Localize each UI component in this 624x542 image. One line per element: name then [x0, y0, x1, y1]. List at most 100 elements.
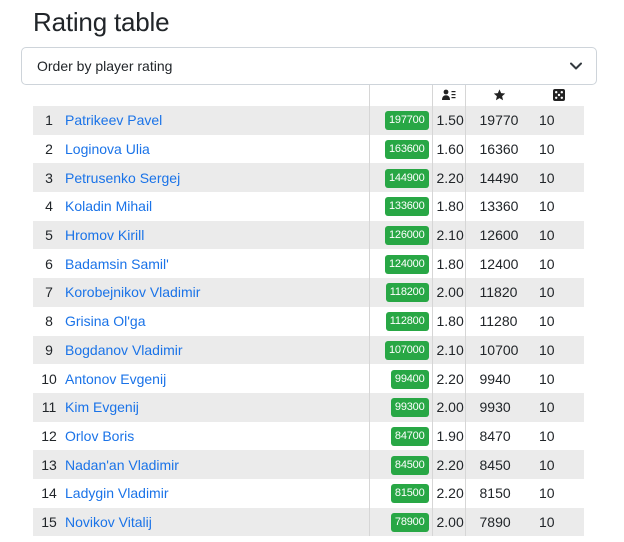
player-name-link[interactable]: Hromov Kirill — [65, 227, 145, 244]
player-name-link[interactable]: Nadan'an Vladimir — [65, 456, 179, 473]
table-row: 12 Orlov Boris 84700 1.90 8470 10 — [33, 421, 584, 451]
score-badge: 84500 — [390, 455, 429, 475]
score-badge: 163600 — [384, 140, 429, 160]
rating-cell: 13360 — [464, 192, 533, 221]
player-name-link[interactable]: Bogdanov Vladimir — [65, 341, 183, 358]
player-name-link[interactable]: Antonov Evgenij — [65, 370, 167, 387]
coefficient-cell: 1.80 — [431, 192, 465, 221]
rating-cell: 10700 — [464, 335, 533, 365]
rating-cell: 7890 — [464, 507, 533, 537]
name-cell: Badamsin Samil' — [65, 249, 369, 278]
header-rating[interactable] — [464, 85, 533, 106]
header-games[interactable] — [533, 85, 584, 106]
table-row: 13 Nadan'an Vladimir 84500 2.20 8450 10 — [33, 450, 584, 479]
score-cell: 124000 — [368, 249, 432, 279]
coefficient-cell: 1.90 — [431, 421, 465, 451]
name-cell: Kim Evgenij — [65, 392, 369, 422]
coefficient-cell: 1.60 — [431, 134, 465, 164]
rank-cell: 10 — [41, 370, 57, 387]
table-row: 15 Novikov Vitalij 78900 2.00 7890 10 — [33, 507, 584, 537]
rating-table: 1 Patrikeev Pavel 197700 1.50 19770 10 2 Logino… — [33, 85, 584, 537]
score-badge: 133600 — [384, 197, 429, 217]
coefficient-cell: 2.10 — [431, 220, 465, 250]
rank-cell: 3 — [33, 163, 65, 193]
score-cell: 107000 — [368, 335, 432, 365]
score-cell: 133600 — [368, 192, 432, 221]
name-cell: Bogdanov Vladimir — [65, 335, 369, 365]
rating-table-body: 1 Patrikeev Pavel 197700 1.50 19770 10 2 Logino… — [33, 106, 584, 537]
games-cell: 10 — [533, 106, 584, 135]
score-cell: 163600 — [368, 134, 432, 164]
table-row: 3 Petrusenko Sergej 144900 2.20 14490 10 — [33, 163, 584, 193]
rating-cell: 14490 — [464, 163, 533, 193]
rank-cell: 15 — [33, 507, 65, 537]
games-cell: 10 — [539, 485, 555, 502]
rating-cell: 9930 — [464, 392, 533, 422]
chevron-down-icon — [570, 60, 582, 72]
player-name-link[interactable]: Badamsin Samil' — [65, 255, 169, 272]
score-badge: 84700 — [390, 426, 429, 446]
score-badge: 118200 — [385, 283, 429, 303]
star-icon — [493, 88, 506, 104]
page-title: Rating table — [33, 7, 170, 37]
table-row: 5 Hromov Kirill 126000 2.10 12600 10 — [33, 220, 584, 250]
name-cell: Korobejnikov Vladimir — [65, 278, 369, 307]
player-name-link[interactable]: Koladin Mihail — [65, 198, 153, 215]
coefficient-cell: 1.80 — [431, 306, 465, 336]
games-cell: 10 — [533, 278, 584, 307]
games-cell: 10 — [533, 392, 584, 422]
table-row: 2 Loginova Ulia 163600 1.60 16360 10 — [33, 134, 584, 164]
name-cell: Patrikeev Pavel — [65, 106, 369, 135]
coefficient-cell: 2.20 — [431, 163, 465, 193]
score-cell: 99400 — [368, 364, 432, 393]
player-name-link[interactable]: Petrusenko Sergej — [65, 169, 181, 186]
header-name — [65, 85, 369, 106]
coefficient-cell: 2.20 — [431, 364, 465, 393]
rating-cell: 16360 — [464, 134, 533, 164]
score-cell: 197700 — [368, 106, 432, 135]
rating-cell: 8450 — [464, 450, 533, 479]
score-badge: 99300 — [390, 398, 429, 418]
player-name-link[interactable]: Novikov Vitalij — [65, 513, 152, 530]
name-cell: Petrusenko Sergej — [65, 163, 369, 193]
score-badge: 144900 — [384, 168, 429, 188]
player-name-link[interactable]: Grisina Ol'ga — [65, 313, 146, 330]
coefficient-cell: 2.00 — [431, 392, 465, 422]
coefficient-cell: 2.10 — [431, 335, 465, 365]
score-badge: 81500 — [390, 484, 429, 504]
player-name-link[interactable]: Patrikeev Pavel — [65, 112, 163, 129]
table-row: 4 Koladin Mihail 133600 1.80 13360 10 — [33, 192, 584, 221]
rank-cell: 11 — [33, 392, 65, 422]
name-cell: Orlov Boris — [65, 422, 369, 451]
rating-cell: 8150 — [464, 478, 533, 508]
rating-cell: 9940 — [464, 364, 533, 393]
score-cell: 78900 — [368, 507, 432, 537]
score-badge: 78900 — [390, 512, 429, 532]
coefficient-cell: 2.20 — [431, 478, 465, 508]
player-name-link[interactable]: Orlov Boris — [65, 427, 135, 444]
games-cell: 10 — [533, 335, 584, 365]
score-cell: 81500 — [368, 478, 432, 508]
score-badge: 126000 — [384, 226, 429, 246]
order-select[interactable]: Order by player rating — [21, 47, 597, 85]
rank-cell: 2 — [45, 141, 53, 158]
games-cell: 10 — [533, 220, 584, 250]
player-name-link[interactable]: Kim Evgenij — [65, 399, 139, 416]
table-row: 9 Bogdanov Vladimir 107000 2.10 10700 10 — [33, 335, 584, 365]
score-cell: 118200 — [368, 278, 432, 307]
score-badge: 107000 — [384, 340, 429, 360]
order-select-value: Order by player rating — [37, 58, 173, 74]
name-cell: Grisina Ol'ga — [65, 307, 369, 336]
games-cell: 10 — [533, 450, 584, 479]
header-coef[interactable] — [431, 85, 465, 106]
player-name-link[interactable]: Ladygin Vladimir — [65, 485, 169, 502]
player-name-link[interactable]: Loginova Ulia — [65, 141, 150, 158]
table-header-row — [33, 85, 584, 106]
player-name-link[interactable]: Korobejnikov Vladimir — [65, 284, 201, 301]
rank-cell: 8 — [45, 313, 53, 330]
score-cell: 144900 — [368, 163, 432, 193]
rating-cell: 12600 — [464, 220, 533, 250]
table-row: 1 Patrikeev Pavel 197700 1.50 19770 10 — [33, 106, 584, 135]
table-row: 10 Antonov Evgenij 99400 2.20 9940 10 — [33, 364, 584, 393]
rating-cell: 11820 — [464, 278, 533, 307]
